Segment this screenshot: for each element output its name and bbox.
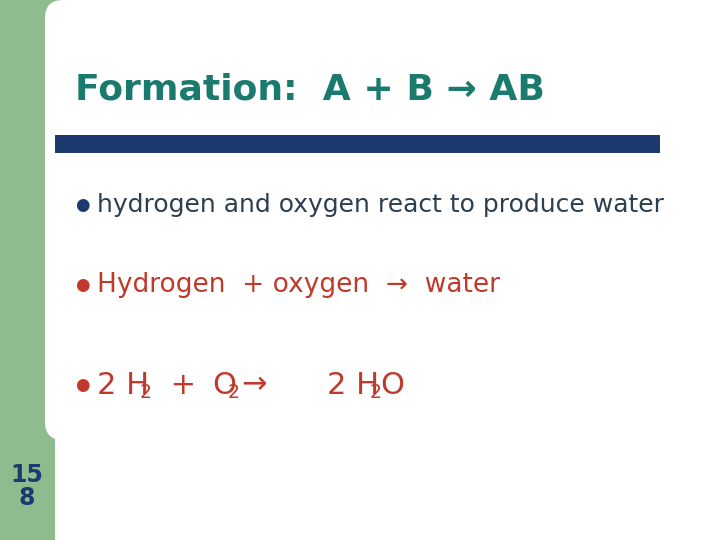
Text: 2 H: 2 H — [97, 370, 149, 400]
Bar — [55, 135, 660, 153]
Bar — [0, 0, 55, 540]
Text: →: → — [241, 370, 266, 400]
Text: hydrogen and oxygen react to produce water: hydrogen and oxygen react to produce wat… — [97, 193, 664, 217]
Bar — [55, 0, 240, 120]
FancyBboxPatch shape — [45, 0, 720, 440]
Text: 2: 2 — [140, 382, 152, 402]
Text: Formation:  A + B → AB: Formation: A + B → AB — [75, 73, 545, 107]
Text: ●: ● — [75, 196, 89, 214]
Text: 15: 15 — [11, 463, 43, 487]
Text: ●: ● — [75, 376, 89, 394]
Text: Hydrogen  + oxygen  →  water: Hydrogen + oxygen → water — [97, 272, 500, 298]
Text: ●: ● — [75, 276, 89, 294]
Text: +: + — [151, 370, 196, 400]
Text: 2 H: 2 H — [327, 370, 379, 400]
Text: 8: 8 — [19, 486, 35, 510]
Text: 2: 2 — [228, 382, 240, 402]
Text: O: O — [380, 370, 404, 400]
Text: O: O — [212, 370, 236, 400]
Text: 2: 2 — [370, 382, 382, 402]
